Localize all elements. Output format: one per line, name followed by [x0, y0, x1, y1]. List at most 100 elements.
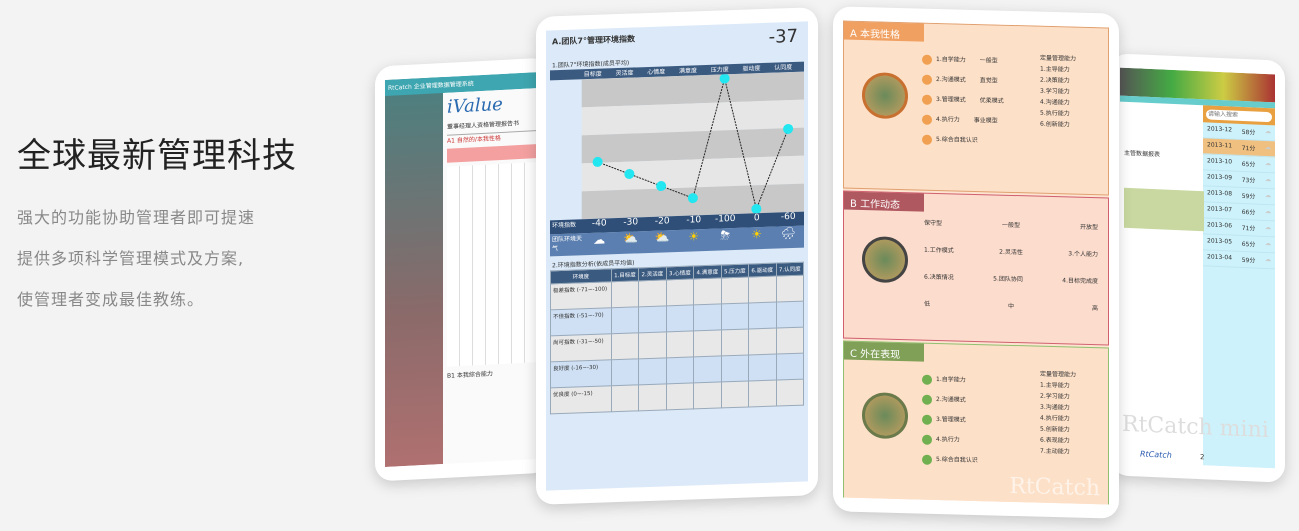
environment-line-chart: [581, 71, 804, 220]
trait-label: 5.综合自我认识: [936, 135, 978, 145]
dynamics-label: 一般型: [1001, 221, 1020, 230]
table-cell: [721, 381, 749, 408]
trait-label: 4.执行力: [936, 115, 960, 124]
date: 2013-07: [1207, 205, 1233, 214]
table-cell: [776, 301, 804, 329]
index-value: -40: [591, 218, 607, 229]
node-icon: [922, 94, 932, 105]
table-cell: [666, 304, 694, 332]
watermark: RtCatch: [1009, 473, 1100, 502]
table-header: 6.驱动度: [748, 263, 777, 278]
dynamics-row-scale: 低中高: [924, 299, 1098, 313]
cloud-icon: ☁: [1265, 207, 1271, 216]
trait-item: 3.管理模式: [922, 410, 978, 431]
cloud-icon: ☁: [1265, 255, 1271, 264]
node-icon: [922, 114, 932, 125]
peacock-avatar: [862, 72, 908, 120]
section-letter: A: [850, 28, 857, 40]
date: 2013-12: [1207, 125, 1233, 134]
index-score: -37: [768, 25, 798, 48]
trait-item: 4.执行力 事业模型: [922, 110, 1004, 132]
chart-band: [581, 155, 804, 192]
table-cell: [721, 329, 749, 356]
date-list-item[interactable]: 2013-04 59分 ☁: [1203, 250, 1275, 270]
node-icon: [922, 134, 932, 145]
hero-line-3: 使管理者变成最佳教练。: [17, 290, 205, 309]
dynamics-label: 高: [1091, 305, 1098, 313]
dynamics-label: 2.灵活性: [999, 248, 1023, 257]
dynamics-row-mid: 1.工作模式 2.灵活性 3.个人能力: [924, 245, 1098, 259]
date: 2013-05: [1207, 237, 1233, 246]
score: 58分: [1241, 128, 1256, 137]
cloud-icon: ☁: [1265, 239, 1271, 248]
trait-side: 优柔模式: [979, 97, 1004, 105]
trait-label: 5.综合自我认识: [936, 455, 978, 465]
cloud-icon: ☁: [1265, 191, 1271, 200]
trait-side: 直觉型: [979, 77, 998, 85]
rain-icon: 🌧: [780, 225, 796, 241]
section-letter: C: [850, 348, 857, 360]
report-main: iValue 董事经理人资格管理报告书 A1 自然的/本我性格 B1 本我综合能…: [443, 87, 540, 465]
score: 73分: [1241, 176, 1256, 185]
table-cell: [638, 331, 667, 359]
row-label: 优良度 (0~-15): [550, 385, 612, 414]
user-name: 主管数据报表: [1124, 149, 1161, 159]
dynamics-row-top: 保守型 一般型 开放型: [924, 218, 1098, 232]
table-header: 3.心情度: [666, 265, 694, 280]
table-cell: [776, 275, 804, 303]
trait-side: 一般型: [979, 57, 998, 65]
data-point: [687, 193, 698, 204]
ability-list: 定量管理能力 1.主导能力 2.学习能力 3.沟通能力 4.执行能力 5.创新能力 6.表现…: [1040, 369, 1100, 459]
row-label: 不佳指数 (-51~-70): [550, 307, 612, 336]
tiger-avatar: [862, 236, 908, 284]
tablet-left: RtCatch 企业管理数据管理系统 iValue 董事经理人资格管理报告书 A…: [375, 57, 550, 482]
table-cell: [666, 278, 694, 306]
work-dynamics: 保守型 一般型 开放型 1.工作模式 2.灵活性 3.个人能力 6.决策情况 5.团队协同 4.…: [924, 218, 1098, 331]
table-cell: [748, 302, 777, 330]
trait-label: 2.沟通模式: [936, 395, 966, 404]
data-point: [592, 156, 603, 167]
section-b1: B1 本我综合能力: [447, 370, 493, 380]
section-a1: A1 自然的/本我性格: [447, 130, 536, 145]
dynamics-label: 4.目标完成度: [1062, 277, 1098, 286]
table-cell: [721, 277, 749, 304]
trait-side: 事业模型: [973, 116, 998, 125]
table-cell: [776, 353, 804, 381]
cloud-icon: ☁: [1265, 223, 1271, 232]
search-input[interactable]: [1206, 109, 1272, 123]
row-label: 环境指数: [552, 221, 577, 230]
dynamics-label: 低: [924, 300, 931, 308]
table-cell: [666, 382, 694, 410]
table-cell: [638, 279, 667, 307]
score-columns: [447, 162, 536, 367]
page-number: 2: [1200, 453, 1205, 462]
row-label: 团队环境天气: [552, 235, 583, 253]
table-cell: [638, 383, 667, 411]
score: 59分: [1241, 192, 1256, 201]
index-value: -100: [715, 213, 736, 225]
tablet-right-back: 2013-12 58分 ☁ 2013-11 71分 ☁ 2013-10 65分 ☁ 2013-09…: [1110, 53, 1285, 483]
tablet-right-back-screen: 2013-12 58分 ☁ 2013-11 71分 ☁ 2013-10 65分 ☁ 2013-09…: [1120, 67, 1275, 469]
trait-item: 2.沟通模式: [922, 390, 978, 411]
score: 71分: [1241, 144, 1256, 153]
date: 2013-04: [1207, 253, 1233, 262]
node-icon: [922, 414, 932, 425]
tablet-right-front-screen: A 本我性格 1.自学能力 一般型 2.沟通模式 直觉型 3.管理模式 优柔模式 4.执行力…: [843, 20, 1109, 505]
tablet-right-front: A 本我性格 1.自学能力 一般型 2.沟通模式 直觉型 3.管理模式 优柔模式 4.执行力…: [833, 6, 1119, 519]
hero-title: 全球最新管理科技: [17, 136, 297, 176]
row-label: 极差指数 (-71~-100): [550, 281, 612, 310]
score: 71分: [1241, 224, 1256, 233]
dynamics-label: 3.个人能力: [1068, 250, 1098, 259]
bar-band: [447, 144, 536, 163]
trait-label: 1.自学能力: [936, 375, 966, 384]
trait-items: 1.自学能力 2.沟通模式 3.管理模式 4.执行力 5.综合自我认识: [922, 370, 978, 471]
tablet-left-screen: RtCatch 企业管理数据管理系统 iValue 董事经理人资格管理报告书 A…: [385, 71, 540, 468]
tablet-middle-screen: A.团队7°管理环境指数 -37 1.团队7°环境指数(成员平均) 目标度 灵活度…: [546, 21, 808, 491]
cloud-icon: ☁: [1265, 175, 1271, 184]
partly-sunny-icon: ⛅: [623, 231, 639, 246]
section-title: 工作动态: [860, 198, 901, 212]
table-cell: [693, 355, 722, 383]
data-point: [719, 73, 730, 84]
trait-label: 1.自学能力: [936, 55, 966, 64]
table-cell: [748, 354, 777, 382]
